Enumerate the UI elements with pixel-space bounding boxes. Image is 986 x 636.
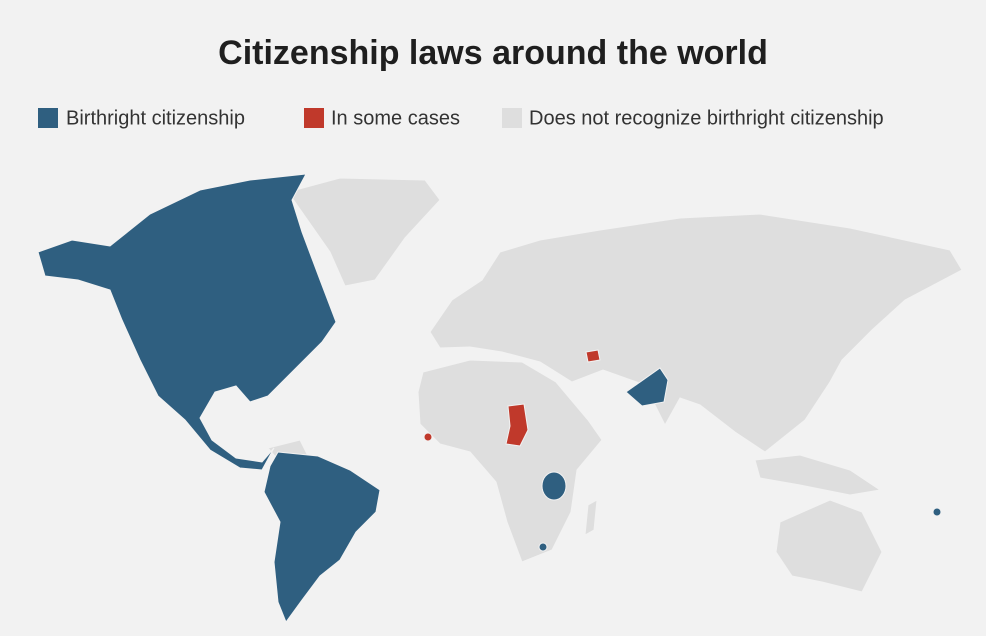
africa	[417, 359, 603, 563]
tanzania	[541, 471, 567, 501]
title: Citizenship laws around the world	[218, 34, 768, 72]
greenland	[287, 177, 441, 287]
chad	[505, 403, 529, 447]
pakistan	[625, 367, 669, 407]
eurasia	[429, 213, 963, 453]
fiji	[932, 507, 942, 517]
madagascar	[584, 499, 598, 536]
map	[37, 173, 963, 624]
azerbaijan	[585, 349, 601, 363]
australia	[775, 499, 883, 593]
legend-label: Birthright citizenship	[66, 107, 245, 129]
north-america	[37, 173, 337, 471]
legend-swatch	[304, 108, 324, 128]
legend-label: Does not recognize birthright citizenshi…	[529, 107, 884, 129]
legend: Birthright citizenship In some cases Doe…	[38, 107, 884, 129]
legend-swatch	[38, 108, 58, 128]
south-america	[263, 451, 381, 624]
lesotho	[538, 542, 548, 552]
se-asia	[754, 454, 882, 496]
sierra-leone	[423, 432, 433, 442]
legend-swatch	[502, 108, 522, 128]
legend-label: In some cases	[331, 107, 460, 129]
